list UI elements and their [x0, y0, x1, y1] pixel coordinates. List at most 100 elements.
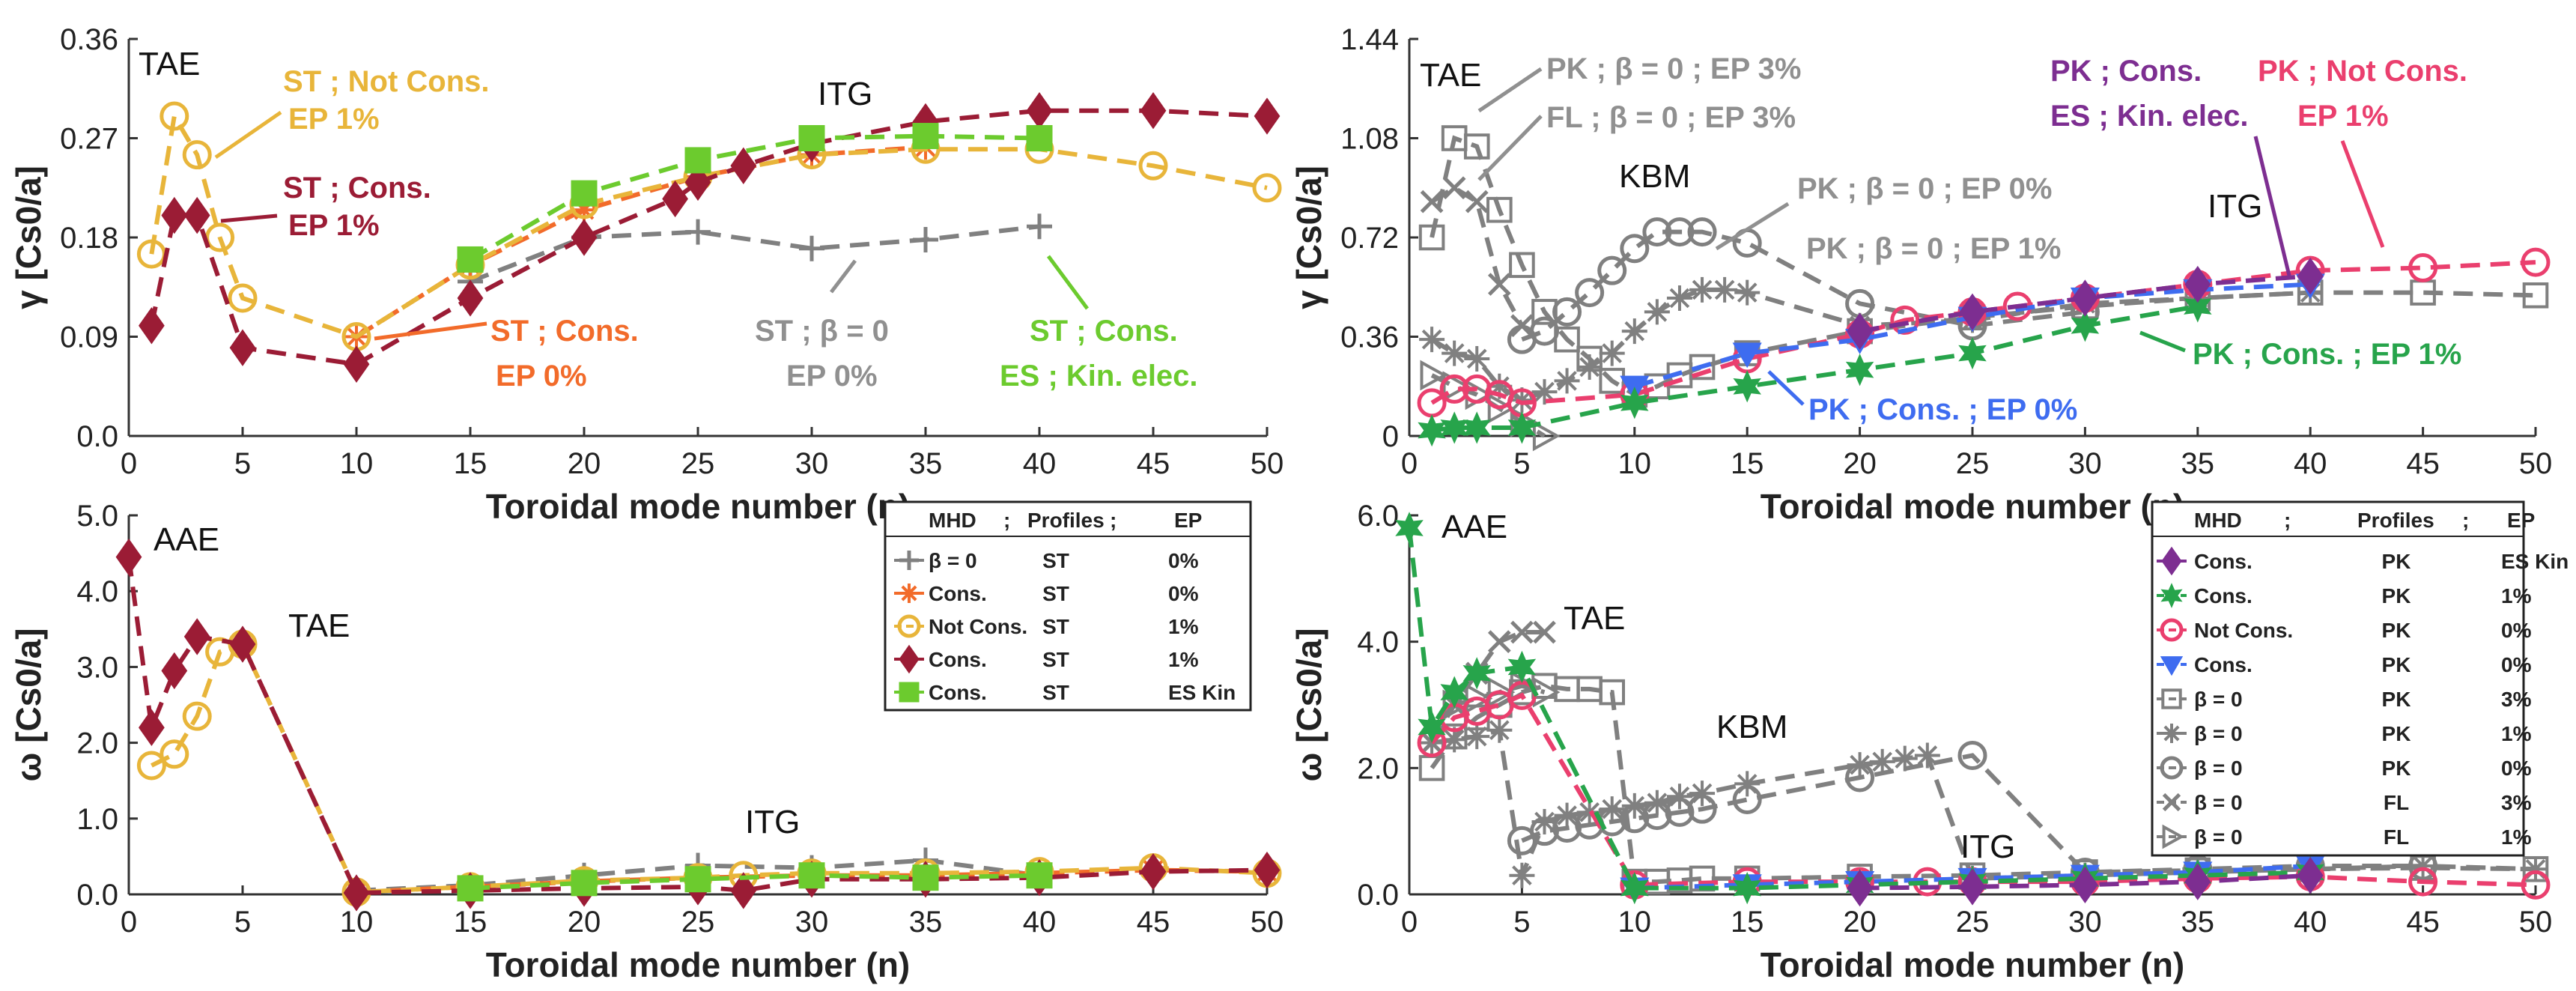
series-line [469, 224, 1040, 284]
asterisk-marker [1442, 727, 1468, 753]
asterisk-marker [1666, 784, 1692, 810]
annotation: EP 0% [496, 360, 587, 393]
hexagram-marker [2071, 309, 2100, 342]
square-open-marker [1509, 252, 1535, 279]
diamond-marker [139, 709, 165, 747]
x-tick-label: 15 [1731, 906, 1764, 939]
x-tick-label: 40 [1023, 906, 1057, 939]
x-tick-label: 5 [1513, 447, 1530, 480]
asterisk-marker [1509, 862, 1535, 888]
legend-mhd: Cons. [929, 681, 987, 704]
annotation-leader [2340, 140, 2385, 248]
asterisk-marker [1914, 742, 1940, 769]
legend-ep: 1% [1168, 615, 1199, 638]
annotation-leader [1477, 115, 1543, 181]
x-tick-label: 10 [1618, 447, 1652, 480]
asterisk-marker [1464, 345, 1490, 372]
annotation: PK ; β = 0 ; EP 0% [1797, 172, 2052, 205]
x-tick-label: 40 [2294, 447, 2327, 480]
x-tick-label: 40 [2294, 906, 2327, 939]
plus-marker [1027, 213, 1052, 240]
plus-marker [913, 226, 938, 252]
x-axis-label: Toroidal mode number (n) [486, 487, 910, 526]
legend-profile: ST [1042, 648, 1069, 671]
x-marker [1510, 314, 1534, 338]
y-tick-label: 0.36 [1340, 321, 1399, 354]
legend-ep: 0% [1168, 549, 1199, 572]
y-tick-label: 0.0 [1357, 879, 1399, 912]
diamond-marker [139, 307, 165, 345]
x-marker [1487, 630, 1511, 654]
legend-ep: 1% [2501, 584, 2532, 607]
legend-header: Profiles [1027, 509, 1105, 532]
asterisk-marker [1689, 276, 1716, 303]
circle-marker [182, 701, 212, 731]
legend-mhd: Cons. [929, 648, 987, 671]
plus-marker [799, 235, 824, 261]
y-axis-label: ω [Cs0/a] [9, 628, 48, 781]
x-tick-label: 20 [568, 447, 601, 480]
series-line [470, 873, 1040, 891]
diamond-marker [1847, 312, 1873, 350]
y-tick-label: 1.44 [1340, 23, 1399, 56]
annotation-leader [2253, 136, 2292, 279]
legend-profile: ST [1042, 681, 1069, 704]
diamond-marker [2072, 279, 2098, 317]
circle-marker [1665, 217, 1695, 247]
x-tick-label: 30 [2068, 906, 2102, 939]
square-open-marker [1418, 224, 1445, 251]
asterisk-marker [1419, 327, 1445, 353]
asterisk-marker [1712, 276, 1738, 303]
asterisk-marker [1689, 781, 1716, 807]
y-tick-label: 0.27 [60, 123, 118, 156]
x-tick-label: 45 [2406, 906, 2440, 939]
diamond-marker [2184, 265, 2211, 303]
x-marker [2162, 793, 2181, 812]
x-tick-label: 0 [1401, 447, 1418, 480]
circle-marker [1845, 763, 1875, 793]
legend-ep: ES Kin [2501, 550, 2569, 573]
series-line [1430, 683, 2536, 885]
circle-marker [1620, 804, 1650, 834]
triangle-right-marker [1442, 371, 1471, 402]
hexagram-marker [1462, 657, 1491, 690]
annotation: ITG [1960, 828, 2015, 865]
annotation: PK ; β = 0 ; EP 3% [1546, 52, 1801, 85]
diamond-marker [343, 345, 370, 383]
x-tick-label: 50 [1251, 906, 1284, 939]
legend-mhd: β = 0 [2194, 791, 2243, 814]
circle-marker [1552, 297, 1582, 327]
square-marker [571, 180, 598, 207]
diamond-marker [1254, 97, 1281, 135]
legend-mhd: Cons. [2194, 653, 2253, 676]
asterisk-marker [571, 197, 597, 223]
legend-mhd: β = 0 [2194, 825, 2243, 849]
y-tick-label: 2.0 [1357, 752, 1399, 785]
panel-growth-rate-pk: 0 5 10 15 20 25 30 35 40 45 50 0 0.36 0.72 1.08 1.44 Tor… [1289, 23, 2552, 526]
x-tick-label: 5 [234, 906, 251, 939]
annotation: ITG [818, 76, 872, 112]
legend-ep: 3% [2501, 791, 2532, 814]
x-tick-label: 35 [909, 906, 943, 939]
y-tick-label: 1.08 [1340, 123, 1399, 156]
annotation: ITG [2208, 188, 2262, 225]
annotation: ITG [745, 804, 800, 840]
y-axis-label: ω [Cs0/a] [1289, 628, 1328, 781]
circle-marker [1529, 316, 1559, 346]
hexagram-marker [1440, 676, 1468, 709]
circle-marker [1620, 234, 1650, 264]
legend-ep: 0% [1168, 582, 1199, 605]
legend-ep: 0% [2501, 619, 2532, 642]
square-marker [899, 682, 920, 703]
x-tick-label: 40 [1023, 447, 1057, 480]
circle-marker [1687, 794, 1717, 824]
diamond-marker [229, 625, 256, 663]
x-tick-label: 30 [795, 447, 829, 480]
legend-box [884, 500, 1252, 712]
annotation: AAE [1442, 509, 1507, 545]
series-line [1430, 185, 1525, 327]
diamond-marker [662, 180, 688, 218]
asterisk-marker [1531, 809, 1558, 835]
x-axis-label: Toroidal mode number (n) [1761, 487, 2184, 526]
annotation: ST ; Cons. [1030, 315, 1178, 348]
